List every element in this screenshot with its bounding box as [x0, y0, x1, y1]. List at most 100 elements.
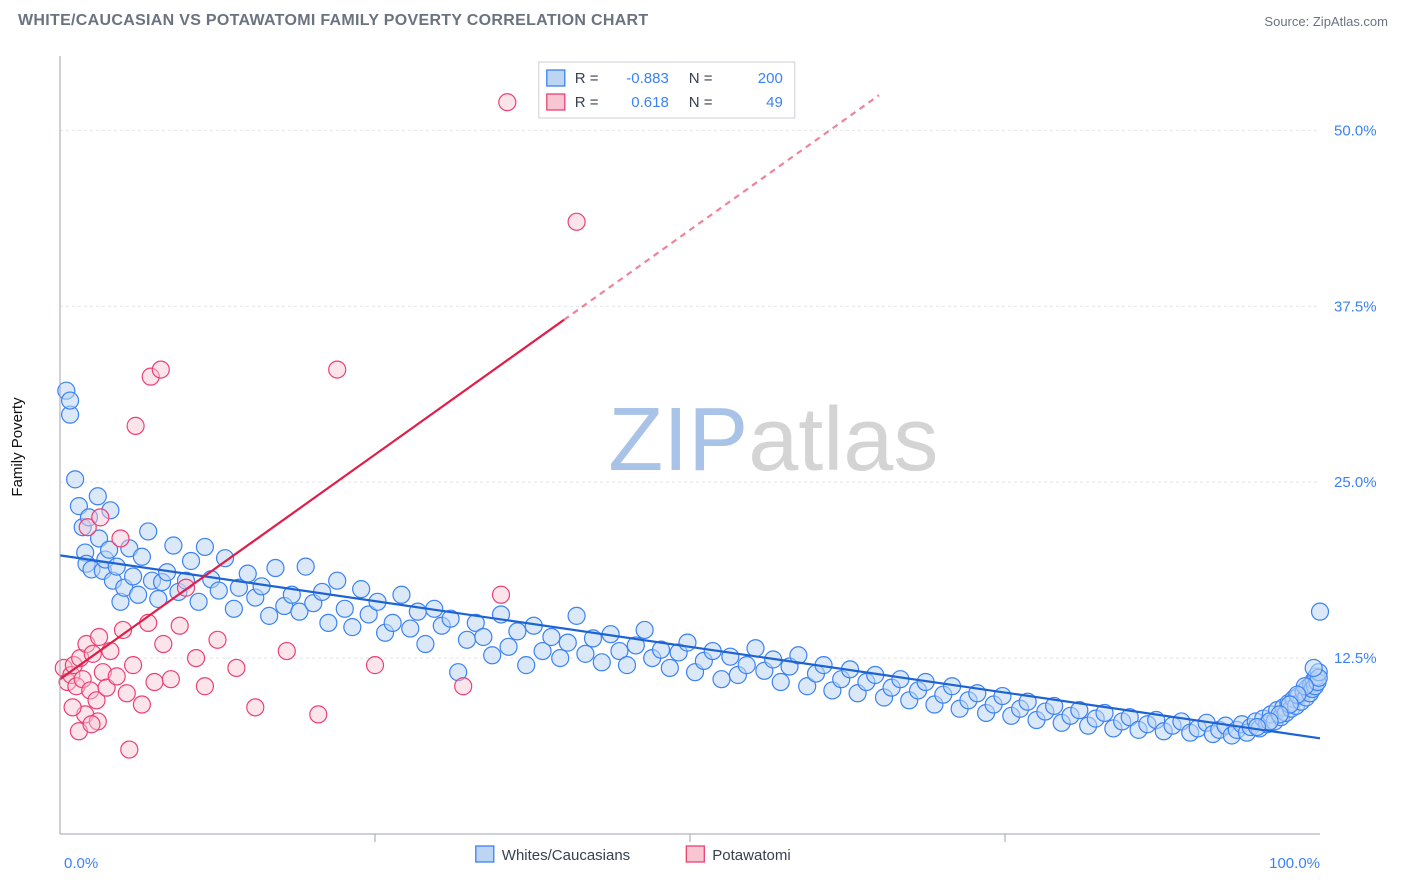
y-tick-label: 50.0%: [1334, 122, 1377, 139]
legend-series-label: Potawatomi: [712, 847, 790, 864]
data-point: [458, 631, 475, 648]
x-max-label: 100.0%: [1269, 855, 1320, 872]
data-point: [552, 650, 569, 667]
data-point: [772, 674, 789, 691]
source-attribution: Source: ZipAtlas.com: [1264, 14, 1388, 29]
legend-n-label: N =: [689, 70, 713, 87]
data-point: [152, 361, 169, 378]
data-point: [162, 671, 179, 688]
source-link[interactable]: ZipAtlas.com: [1313, 14, 1388, 29]
data-point: [619, 657, 636, 674]
data-point: [188, 650, 205, 667]
data-point: [320, 614, 337, 631]
data-point: [210, 582, 227, 599]
data-point: [393, 586, 410, 603]
data-point: [747, 640, 764, 657]
scatter-chart: 12.5% 25.0% 37.5% 50.0% ZIPatlas Family Pover…: [0, 42, 1406, 892]
data-point: [190, 593, 207, 610]
y-tick-label: 25.0%: [1334, 474, 1377, 491]
legend-r-value: 0.618: [631, 94, 669, 111]
data-point: [1305, 659, 1322, 676]
data-point: [568, 607, 585, 624]
data-point: [679, 634, 696, 651]
data-point: [577, 645, 594, 662]
data-point: [133, 548, 150, 565]
data-point: [130, 586, 147, 603]
legend-n-label: N =: [689, 94, 713, 111]
data-point: [297, 558, 314, 575]
data-point: [225, 600, 242, 617]
legend-swatch: [547, 70, 565, 86]
data-point: [455, 678, 472, 695]
data-point: [89, 488, 106, 505]
trendline-potawatomi: [60, 320, 564, 679]
data-point: [329, 361, 346, 378]
data-point: [247, 699, 264, 716]
data-point: [140, 523, 157, 540]
data-point: [353, 581, 370, 598]
data-point: [108, 558, 125, 575]
data-point: [636, 621, 653, 638]
data-point: [196, 678, 213, 695]
data-point: [133, 696, 150, 713]
data-point: [559, 634, 576, 651]
data-point: [121, 741, 138, 758]
data-point: [83, 716, 100, 733]
data-point: [329, 572, 346, 589]
data-point: [171, 617, 188, 634]
data-point: [367, 657, 384, 674]
data-point: [402, 620, 419, 637]
data-point: [127, 417, 144, 434]
data-point: [64, 699, 81, 716]
legend-swatch: [547, 94, 565, 110]
data-point: [509, 623, 526, 640]
data-point: [518, 657, 535, 674]
legend-n-value: 200: [758, 70, 783, 87]
legend-r-value: -0.883: [626, 70, 669, 87]
y-tick-label: 12.5%: [1334, 650, 1377, 667]
y-tick-label: 37.5%: [1334, 298, 1377, 315]
legend-r-label: R =: [575, 70, 599, 87]
data-point: [239, 565, 256, 582]
legend-swatch: [476, 846, 494, 862]
data-point: [125, 568, 142, 585]
data-point: [310, 706, 327, 723]
data-point: [62, 392, 79, 409]
data-point: [108, 668, 125, 685]
source-label: Source:: [1264, 14, 1309, 29]
data-point: [661, 659, 678, 676]
legend-r-label: R =: [575, 94, 599, 111]
data-point: [568, 213, 585, 230]
data-point: [417, 636, 434, 653]
data-point: [336, 600, 353, 617]
data-point: [1249, 719, 1266, 736]
data-point: [344, 619, 361, 636]
chart-title: WHITE/CAUCASIAN VS POTAWATOMI FAMILY POV…: [18, 12, 648, 30]
legend-series-label: Whites/Caucasians: [502, 847, 630, 864]
x-min-label: 0.0%: [64, 855, 98, 872]
data-point: [593, 654, 610, 671]
data-point: [475, 628, 492, 645]
data-point: [102, 643, 119, 660]
data-point: [384, 614, 401, 631]
data-point: [493, 586, 510, 603]
data-point: [543, 628, 560, 645]
data-point: [155, 636, 172, 653]
data-point: [92, 509, 109, 526]
y-axis-label: Family Poverty: [9, 397, 26, 497]
data-point: [196, 538, 213, 555]
watermark: ZIPatlas: [608, 390, 938, 490]
data-point: [183, 552, 200, 569]
trendline-potawatomi-extrapolated: [564, 95, 879, 320]
data-point: [499, 94, 516, 111]
data-point: [713, 671, 730, 688]
data-point: [209, 631, 226, 648]
data-point: [228, 659, 245, 676]
chart-container: 12.5% 25.0% 37.5% 50.0% ZIPatlas Family Pover…: [0, 42, 1406, 892]
data-point: [67, 471, 84, 488]
data-point: [738, 657, 755, 674]
data-point: [278, 643, 295, 660]
data-point: [267, 560, 284, 577]
data-point: [118, 685, 135, 702]
data-point: [146, 674, 163, 691]
